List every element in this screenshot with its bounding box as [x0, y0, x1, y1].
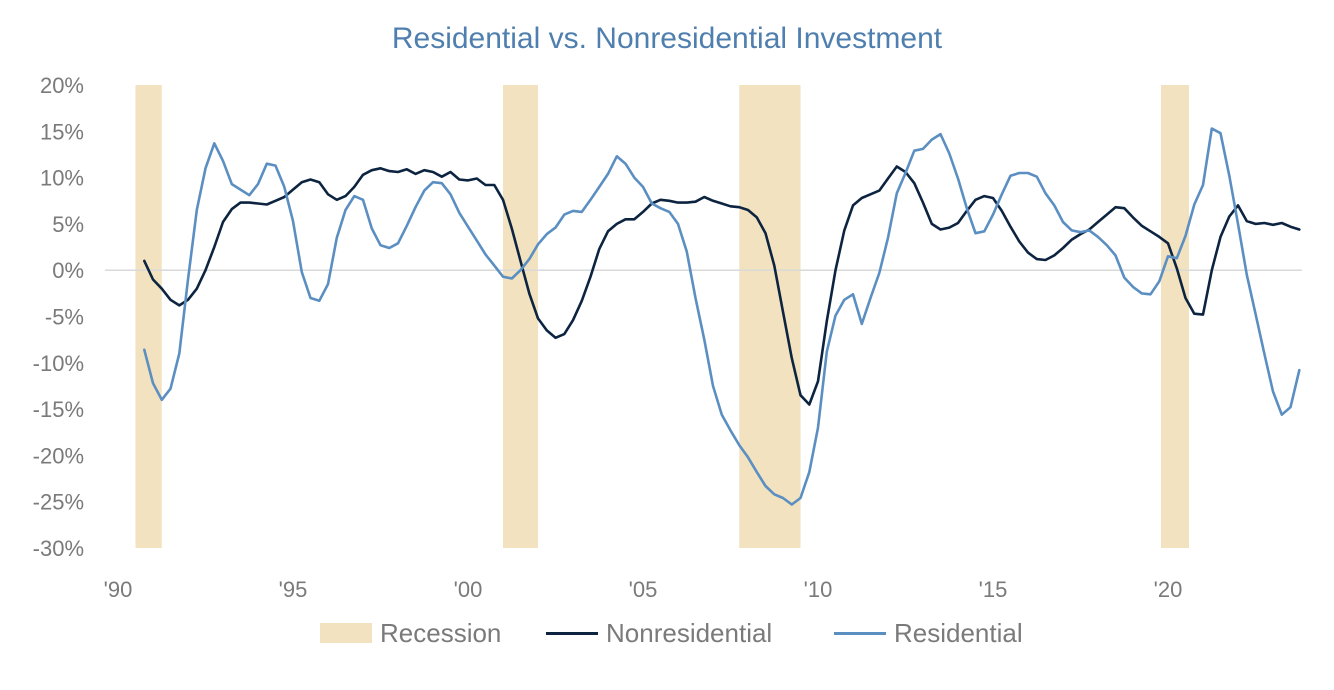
y-tick-label: -25%: [33, 490, 84, 515]
recession-band-3: [1161, 85, 1189, 548]
recession-band-2: [739, 85, 801, 548]
legend-item-nonresidential: Nonresidential: [546, 614, 772, 652]
y-tick-label: -20%: [33, 443, 84, 468]
legend-swatch-recession: [320, 623, 372, 643]
y-tick-label: 5%: [52, 212, 84, 237]
x-tick-label: '15: [979, 577, 1008, 602]
y-tick-label: 10%: [40, 166, 84, 191]
legend-label-recession: Recession: [380, 617, 502, 648]
y-tick-label: -30%: [33, 536, 84, 561]
series-line-nonresidential: [143, 165, 1301, 406]
x-axis-ticks: '90 '95 '00 '05 '10 '15 '20: [104, 577, 1183, 602]
x-tick-label: '05: [629, 577, 658, 602]
legend-item-recession: Recession: [320, 614, 501, 652]
x-tick-label: '00: [454, 577, 483, 602]
recession-bands: [135, 85, 1189, 548]
x-tick-label: '20: [1154, 577, 1183, 602]
x-tick-label: '10: [804, 577, 833, 602]
y-tick-label: 0%: [52, 258, 84, 283]
recession-band-0: [135, 85, 162, 548]
legend-swatch-residential: [834, 631, 886, 635]
y-tick-label: 15%: [40, 119, 84, 144]
legend-swatch-nonresidential: [546, 631, 598, 635]
legend-item-residential: Residential: [834, 614, 1023, 652]
legend-label-residential: Residential: [894, 617, 1023, 648]
legend: Recession Nonresidential Residential: [0, 614, 1334, 654]
y-tick-label: -5%: [45, 305, 84, 330]
series-lines: [143, 127, 1301, 506]
y-tick-label: -15%: [33, 397, 84, 422]
y-tick-label: 20%: [40, 73, 84, 98]
series-line-residential: [143, 127, 1301, 506]
chart-title: Residential vs. Nonresidential Investmen…: [391, 22, 943, 55]
y-axis-ticks: 20% 15% 10% 5% 0% -5% -10% -15% -20% -25% -30%: [33, 73, 84, 561]
x-tick-label: '95: [279, 577, 308, 602]
x-tick-label: '90: [104, 577, 133, 602]
legend-label-nonresidential: Nonresidential: [606, 617, 773, 648]
recession-band-1: [503, 85, 538, 548]
y-tick-label: -10%: [33, 351, 84, 376]
